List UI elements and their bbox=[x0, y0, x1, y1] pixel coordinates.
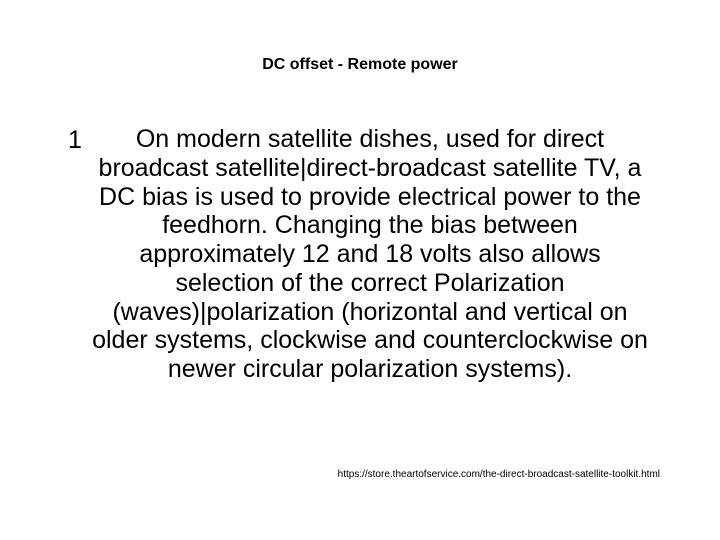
list-number: 1 bbox=[68, 126, 88, 155]
body-list: 1 On modern satellite dishes, used for d… bbox=[68, 125, 652, 384]
list-item: 1 On modern satellite dishes, used for d… bbox=[68, 125, 652, 384]
footer-url: https://store.theartofservice.com/the-di… bbox=[0, 469, 720, 480]
slide-title: DC offset - Remote power bbox=[0, 56, 720, 74]
slide: DC offset - Remote power 1 On modern sat… bbox=[0, 0, 720, 540]
body-text: On modern satellite dishes, used for dir… bbox=[88, 125, 652, 384]
